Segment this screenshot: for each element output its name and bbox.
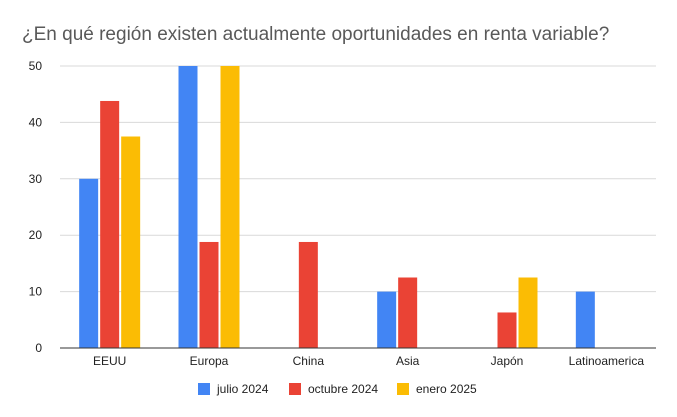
x-axis: EEUU Europa China Asia Japón Latinoamerica — [93, 354, 644, 368]
legend-swatch — [198, 383, 210, 395]
y-tick-label: 40 — [29, 115, 43, 129]
y-axis: 0 10 20 30 40 50 — [29, 59, 43, 355]
bar-octubre-2024-europa — [199, 241, 219, 348]
legend-swatch — [289, 383, 301, 395]
bar-julio-2024-eeuu — [79, 178, 99, 348]
x-tick-label: China — [293, 354, 325, 368]
y-tick-label: 50 — [29, 59, 43, 73]
legend-swatch — [397, 383, 409, 395]
bar-julio-2024-asia — [377, 291, 397, 348]
x-tick-label: EEUU — [93, 354, 126, 368]
x-tick-label: Latinoamerica — [569, 354, 645, 368]
x-tick-label: Europa — [190, 354, 229, 368]
bar-julio-2024-europa — [178, 66, 198, 348]
bar-enero-2025-japón — [518, 277, 538, 348]
y-tick-label: 20 — [29, 228, 43, 242]
y-tick-label: 0 — [35, 341, 42, 355]
x-tick-label: Asia — [396, 354, 420, 368]
bar-enero-2025-europa — [220, 66, 240, 348]
bar-octubre-2024-china — [298, 241, 318, 348]
chart-title: ¿En qué región existen actualmente oport… — [22, 24, 609, 45]
bar-julio-2024-latinoamerica — [575, 291, 595, 348]
bars — [79, 66, 595, 348]
y-tick-label: 30 — [29, 172, 43, 186]
bar-octubre-2024-asia — [398, 277, 418, 348]
legend-label: octubre 2024 — [308, 382, 378, 396]
y-tick-label: 10 — [29, 285, 43, 299]
x-tick-label: Japón — [491, 354, 524, 368]
legend-label: julio 2024 — [216, 382, 269, 396]
gridlines — [60, 65, 656, 293]
legend: julio 2024 octubre 2024 enero 2025 — [198, 382, 477, 396]
bar-enero-2025-eeuu — [121, 136, 141, 348]
legend-label: enero 2025 — [416, 382, 477, 396]
bar-octubre-2024-eeuu — [100, 100, 120, 348]
bar-octubre-2024-japón — [497, 312, 517, 348]
